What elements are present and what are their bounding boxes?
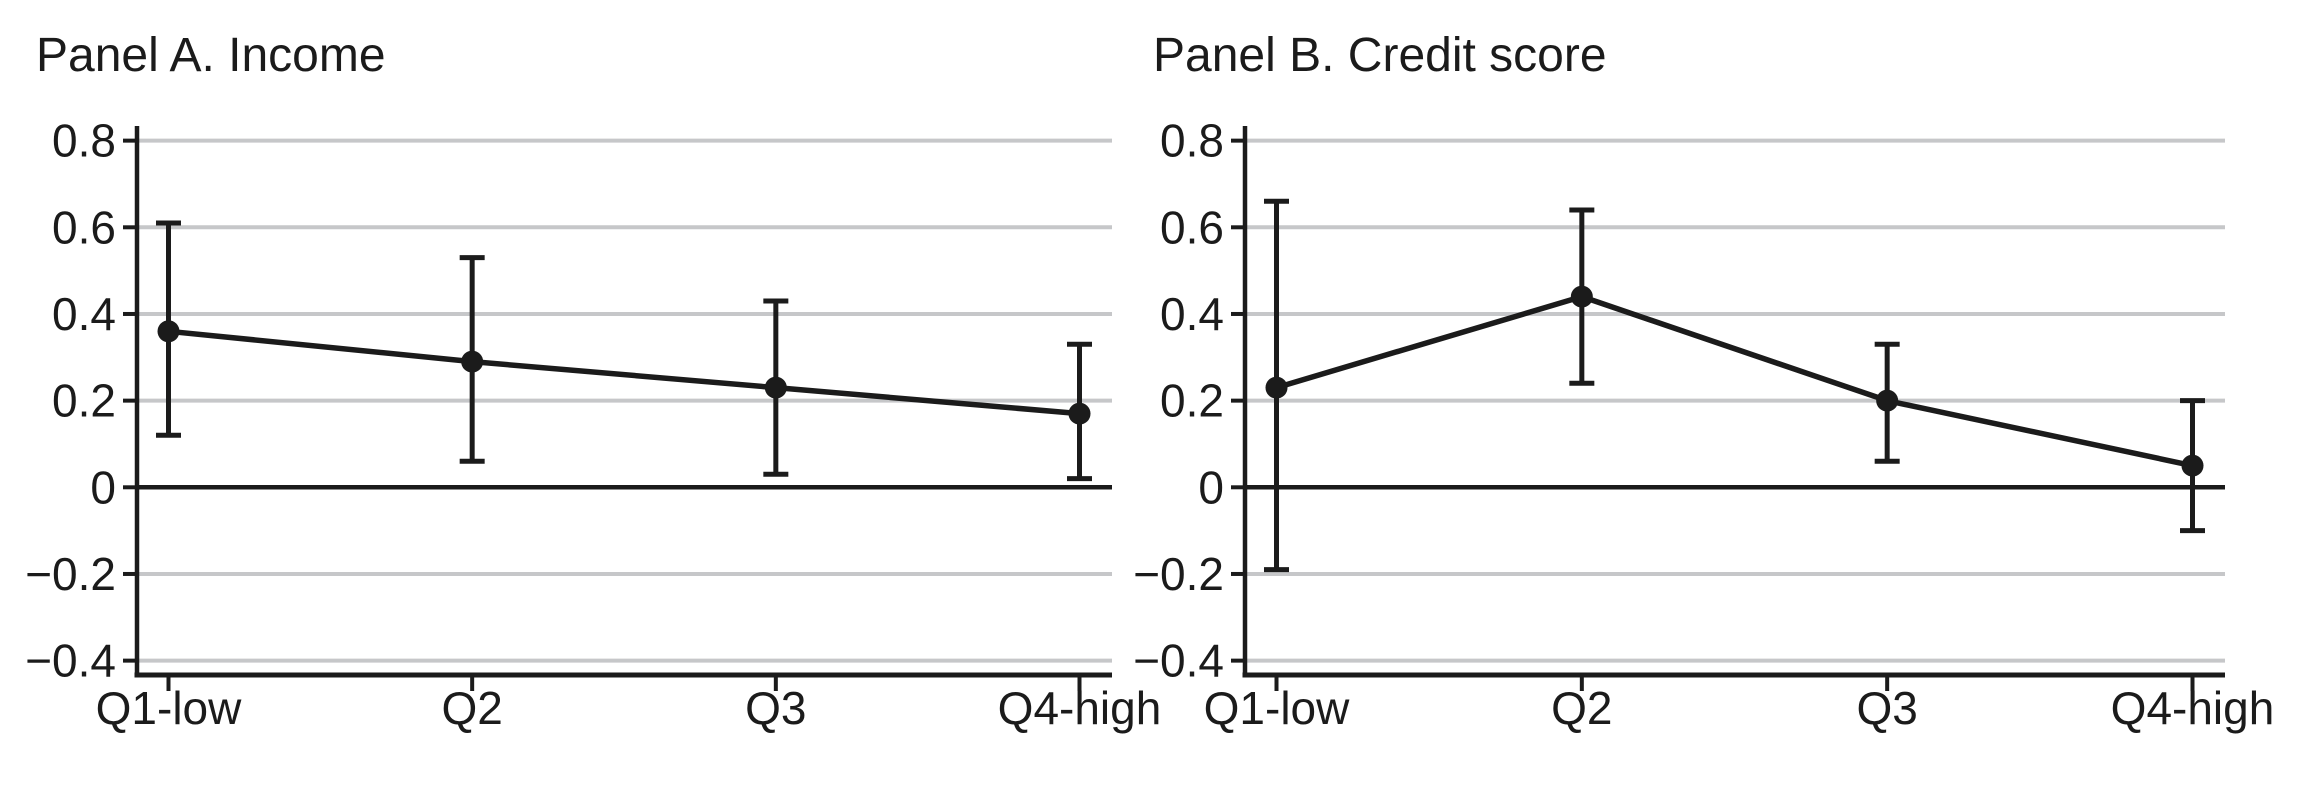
- x-tick-label: Q3: [745, 682, 806, 734]
- y-tick-label: −0.2: [25, 548, 116, 600]
- data-point: [157, 320, 180, 343]
- y-tick-label: 0.8: [52, 115, 116, 167]
- panel-b-title: Panel B. Credit score: [1153, 29, 1607, 82]
- x-tick-label: Q1-low: [1204, 682, 1350, 734]
- x-tick-label: Q2: [1551, 682, 1612, 734]
- series-line: [168, 328, 1080, 417]
- y-tick-label: 0.2: [52, 375, 116, 427]
- series-line: [1275, 293, 2194, 469]
- y-tick-label: 0.2: [1160, 375, 1224, 427]
- x-tick-label: Q2: [441, 682, 502, 734]
- y-tick-label: 0.8: [1160, 115, 1224, 167]
- y-tick-label: −0.2: [1133, 548, 1224, 600]
- panel-a-plot: 0.8 0.6 0.4 0.2 0 −0.2 −0.4Q1-low Q2 Q3 Q4-high: [25, 115, 1161, 734]
- x-tick-label: Q3: [1856, 682, 1917, 734]
- y-tick-label: −0.4: [1133, 635, 1224, 687]
- data-point: [461, 350, 484, 373]
- data-point: [1570, 285, 1593, 308]
- y-tick-label: 0.6: [52, 201, 116, 253]
- y-tick-label: 0.6: [1160, 201, 1224, 253]
- data-point: [764, 376, 787, 399]
- y-tick-label: −0.4: [25, 635, 116, 687]
- panel-a-title: Panel A. Income: [36, 29, 386, 82]
- data-point: [1265, 376, 1288, 399]
- y-tick-label: 0.4: [52, 288, 116, 340]
- y-tick-label: 0.4: [1160, 288, 1224, 340]
- x-tick-label: Q4-high: [2111, 682, 2275, 734]
- panel-b-plot: 0.8 0.6 0.4 0.2 0 −0.2 −0.4Q1-low Q2 Q3 Q4-high: [1133, 115, 2274, 734]
- data-point: [1876, 389, 1899, 412]
- y-tick-label: 0: [1198, 461, 1224, 513]
- x-tick-label: Q1-low: [96, 682, 242, 734]
- y-tick-label: 0: [90, 461, 116, 513]
- data-point: [1068, 402, 1091, 425]
- x-tick-label: Q4-high: [998, 682, 1162, 734]
- data-point: [2181, 454, 2204, 477]
